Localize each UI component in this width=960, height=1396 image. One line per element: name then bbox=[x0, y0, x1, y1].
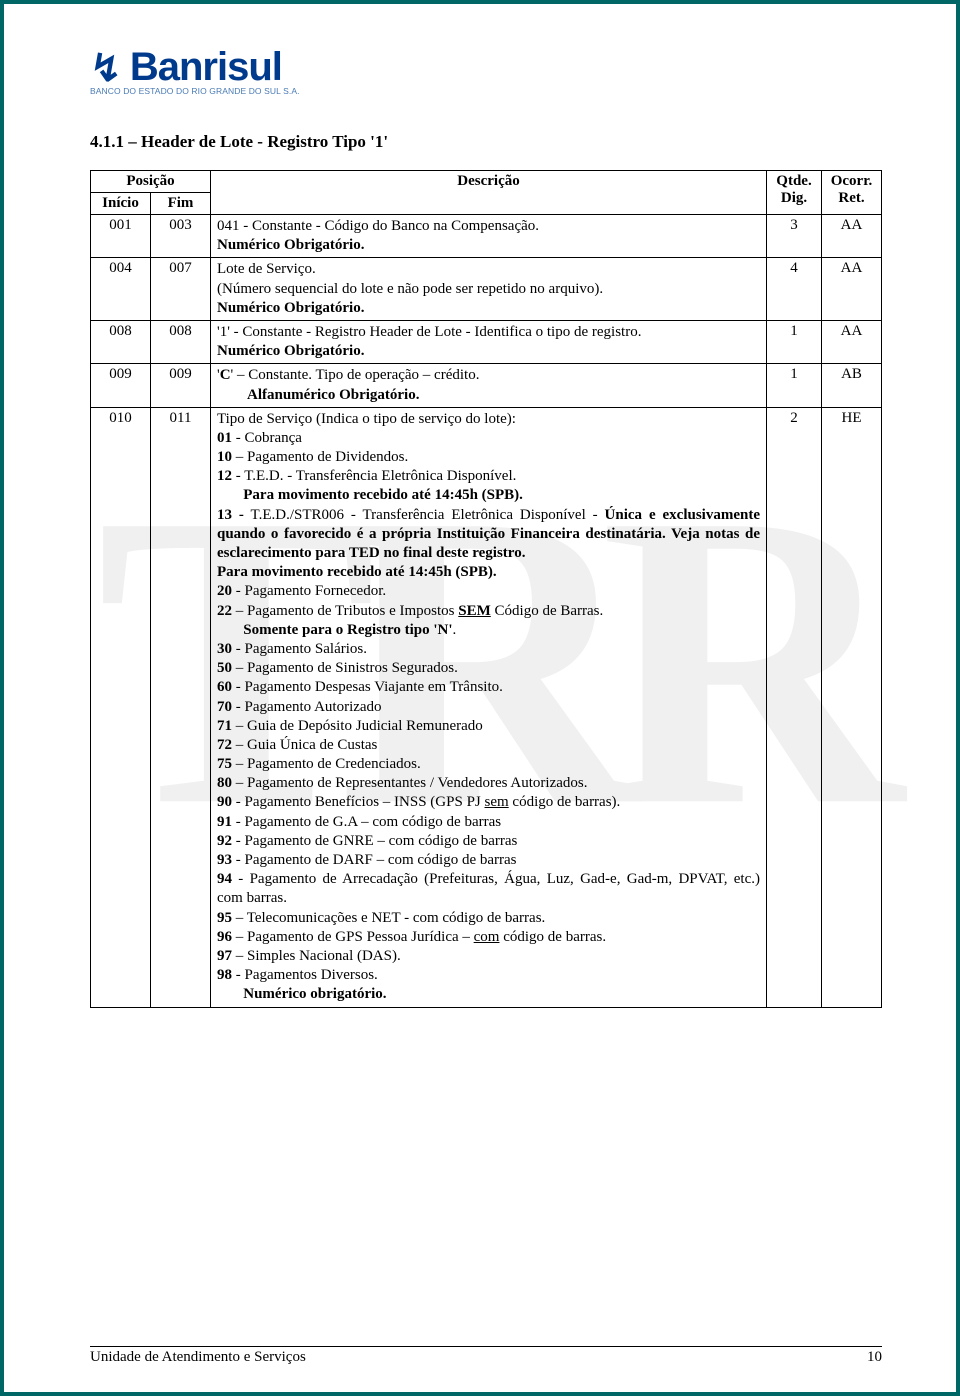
cell-desc: Tipo de Serviço (Indica o tipo de serviç… bbox=[211, 407, 767, 1007]
page-content: ↯ Banrisul BANCO DO ESTADO DO RIO GRANDE… bbox=[0, 0, 960, 1396]
cell-inicio: 008 bbox=[91, 320, 151, 363]
table-row: 004007Lote de Serviço.(Número sequencial… bbox=[91, 258, 882, 321]
cell-inicio: 001 bbox=[91, 215, 151, 258]
th-posicao: Posição bbox=[91, 171, 211, 193]
cell-desc: '1' - Constante - Registro Header de Lot… bbox=[211, 320, 767, 363]
cell-fim: 008 bbox=[151, 320, 211, 363]
cell-fim: 007 bbox=[151, 258, 211, 321]
cell-inicio: 010 bbox=[91, 407, 151, 1007]
th-ocorr: Ocorr. Ret. bbox=[822, 171, 882, 215]
spec-table: Posição Descrição Qtde. Dig. Ocorr. Ret.… bbox=[90, 170, 882, 1008]
cell-ocorr: AA bbox=[822, 320, 882, 363]
bank-logo-icon: ↯ bbox=[90, 54, 122, 84]
logo-block: ↯ Banrisul BANCO DO ESTADO DO RIO GRANDE… bbox=[90, 50, 882, 96]
table-row: 010011Tipo de Serviço (Indica o tipo de … bbox=[91, 407, 882, 1007]
cell-desc: 'C' – Constante. Tipo de operação – créd… bbox=[211, 364, 767, 407]
table-row: 008008'1' - Constante - Registro Header … bbox=[91, 320, 882, 363]
cell-inicio: 009 bbox=[91, 364, 151, 407]
th-fim: Fim bbox=[151, 193, 211, 215]
cell-fim: 009 bbox=[151, 364, 211, 407]
cell-ocorr: HE bbox=[822, 407, 882, 1007]
cell-inicio: 004 bbox=[91, 258, 151, 321]
cell-qtde: 2 bbox=[767, 407, 822, 1007]
cell-desc: 041 - Constante - Código do Banco na Com… bbox=[211, 215, 767, 258]
section-title: 4.1.1 – Header de Lote - Registro Tipo '… bbox=[90, 132, 882, 152]
th-qtde: Qtde. Dig. bbox=[767, 171, 822, 215]
cell-desc: Lote de Serviço.(Número sequencial do lo… bbox=[211, 258, 767, 321]
cell-fim: 011 bbox=[151, 407, 211, 1007]
cell-qtde: 1 bbox=[767, 320, 822, 363]
th-descricao: Descrição bbox=[211, 171, 767, 215]
cell-fim: 003 bbox=[151, 215, 211, 258]
bank-logo-text: Banrisul bbox=[130, 50, 282, 84]
bank-logo-tagline: BANCO DO ESTADO DO RIO GRANDE DO SUL S.A… bbox=[90, 86, 882, 96]
cell-qtde: 4 bbox=[767, 258, 822, 321]
cell-ocorr: AA bbox=[822, 215, 882, 258]
cell-qtde: 1 bbox=[767, 364, 822, 407]
th-inicio: Início bbox=[91, 193, 151, 215]
cell-qtde: 3 bbox=[767, 215, 822, 258]
cell-ocorr: AA bbox=[822, 258, 882, 321]
table-row: 009009'C' – Constante. Tipo de operação … bbox=[91, 364, 882, 407]
table-row: 001003041 - Constante - Código do Banco … bbox=[91, 215, 882, 258]
cell-ocorr: AB bbox=[822, 364, 882, 407]
